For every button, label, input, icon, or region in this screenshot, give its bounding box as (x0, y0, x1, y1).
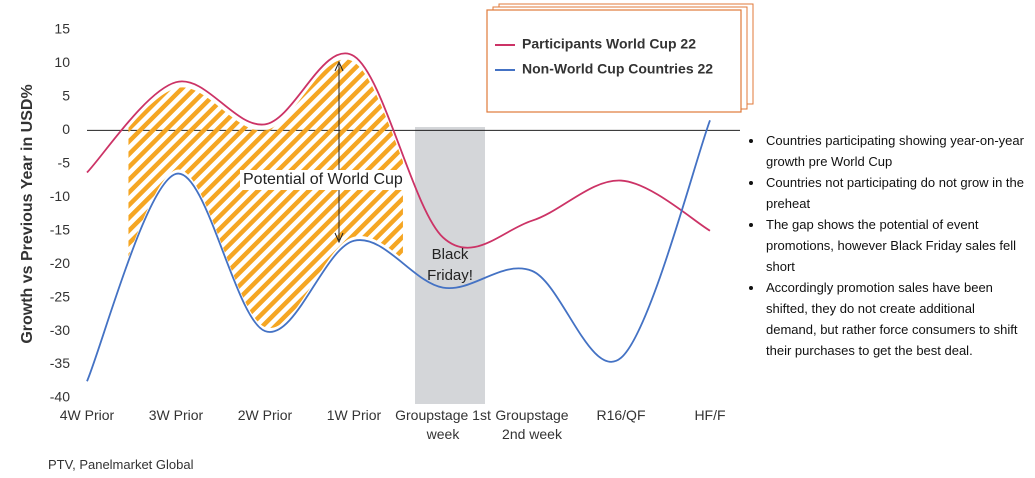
series-line (86, 52, 711, 249)
annotation: Black Friday! (427, 246, 473, 284)
y-tick-label: 10 (54, 54, 70, 70)
arrow-head (334, 60, 344, 72)
x-tick-label: 3W Prior (148, 407, 204, 423)
y-tick-label: -35 (50, 355, 70, 371)
y-tick-label: -10 (50, 188, 70, 204)
gap-area (128, 59, 403, 328)
y-axis-label: Growth vs Previous Year in USD% (19, 84, 36, 344)
source: PTV, Panelmarket Global (48, 457, 194, 472)
legend-label: Non-World Cup Countries 22 (522, 61, 713, 77)
y-tick-label: -25 (50, 288, 70, 304)
black-friday-band (415, 127, 485, 404)
y-tick-label: -5 (58, 155, 71, 171)
note: Accordingly promotion sales have been sh… (764, 277, 1026, 361)
x-tick-label: HF/F (694, 407, 726, 423)
x-tick-label: Groupstage 2nd week (495, 407, 569, 442)
legend-label: Participants World Cup 22 (522, 36, 696, 52)
x-tick-label: 2W Prior (237, 407, 293, 423)
arrow-head (334, 232, 344, 244)
notes: Countries participating showing year-on-… (742, 130, 1026, 361)
y-tick-label: 0 (62, 121, 70, 137)
x-tick-label: Groupstage 1st week (395, 407, 491, 442)
y-tick-label: -40 (50, 389, 70, 405)
y-tick-label: -15 (50, 221, 70, 237)
legend-box (486, 9, 742, 113)
note: The gap shows the potential of event pro… (764, 214, 1026, 277)
y-tick-label: -20 (50, 255, 70, 271)
y-tick-label: -30 (50, 322, 70, 338)
y-tick-label: 15 (54, 21, 70, 37)
annotation: Potential of World Cup (240, 170, 406, 190)
note: Countries participating showing year-on-… (764, 130, 1026, 172)
x-tick-label: R16/QF (596, 407, 646, 423)
note: Countries not participating do not grow … (764, 172, 1026, 214)
y-tick-label: 5 (62, 88, 70, 104)
x-tick-label: 1W Prior (326, 407, 382, 423)
series-line (86, 120, 711, 382)
x-tick-label: 4W Prior (59, 407, 115, 423)
